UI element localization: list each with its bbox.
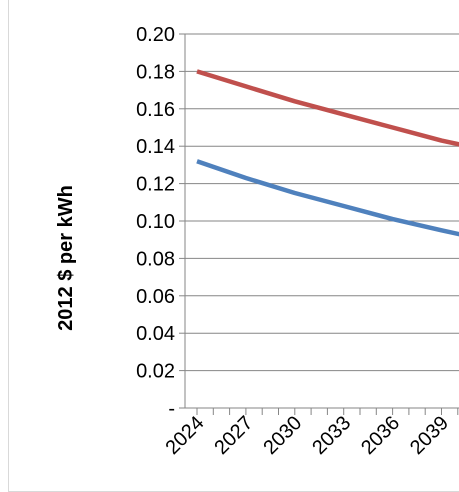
series-line-2 [196,159,459,237]
y-tick-label: - [168,398,175,420]
series-group [196,69,459,237]
y-tick-label: 0.08 [136,248,175,270]
y-tick-label: 0.02 [136,361,175,383]
y-tick-label: 0.12 [136,174,175,196]
gridlines [185,33,459,372]
y-tick-label: 0.06 [136,286,175,308]
y-axis: - 0.02 0.04 0.06 0.08 0.10 0.12 0.14 0.16 0.18 0.2… [136,24,186,420]
x-tick-label: 2033 [308,412,355,459]
y-axis-title: 2012 $ per kWh [55,185,77,331]
y-tick-label: 0.04 [136,323,175,345]
y-tick-label: 0.14 [136,136,175,158]
x-tick-label: 2030 [259,412,306,459]
x-tick-label: 2036 [357,412,404,459]
y-tick-label: 0.16 [136,99,175,121]
series-line-1 [196,69,459,147]
y-tick-label: 0.20 [136,24,175,46]
x-tick-label: 2039 [406,412,453,459]
x-tick-label: 2027 [210,412,257,459]
y-tick-label: 0.18 [136,61,175,83]
y-tick-label: 0.10 [136,211,175,233]
